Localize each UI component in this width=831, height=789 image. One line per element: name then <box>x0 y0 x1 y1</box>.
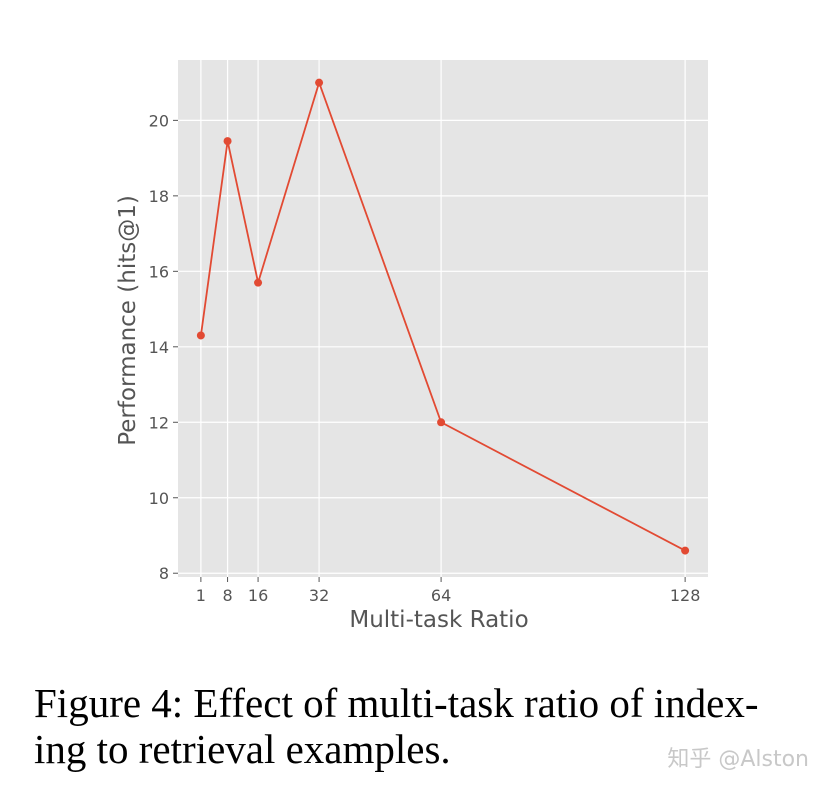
data-point <box>681 546 690 555</box>
x-tick-label: 64 <box>431 586 451 605</box>
data-point <box>254 278 263 287</box>
y-tick-label: 16 <box>149 262 169 281</box>
series-line <box>200 79 686 552</box>
caption-line-2: ing to retrieval examples. <box>34 726 451 772</box>
data-point <box>223 137 232 146</box>
data-point <box>196 331 205 340</box>
y-tick-label: 12 <box>149 413 169 432</box>
x-tick-label: 8 <box>222 586 232 605</box>
figure-caption: Figure 4: Effect of multi-task ratio of … <box>34 680 814 772</box>
y-tick-label: 8 <box>159 564 169 583</box>
data-point <box>315 78 324 87</box>
y-tick-label: 18 <box>149 187 169 206</box>
x-tick-label: 32 <box>309 586 329 605</box>
y-axis-label: Performance (hits@1) <box>115 195 141 446</box>
x-tick-label: 16 <box>248 586 268 605</box>
watermark: 知乎 @Alston <box>667 747 809 772</box>
series-layer <box>196 78 690 555</box>
y-tick-label: 10 <box>149 489 169 508</box>
x-tick-label: 1 <box>196 586 206 605</box>
y-tick-label: 20 <box>149 111 169 130</box>
caption-line-1: Figure 4: Effect of multi-task ratio of … <box>34 680 759 726</box>
y-tick-label: 14 <box>149 338 169 357</box>
plot-background <box>178 60 708 577</box>
x-axis-label: Multi-task Ratio <box>349 607 528 633</box>
x-tick-label: 128 <box>670 586 701 605</box>
data-point <box>437 418 446 427</box>
